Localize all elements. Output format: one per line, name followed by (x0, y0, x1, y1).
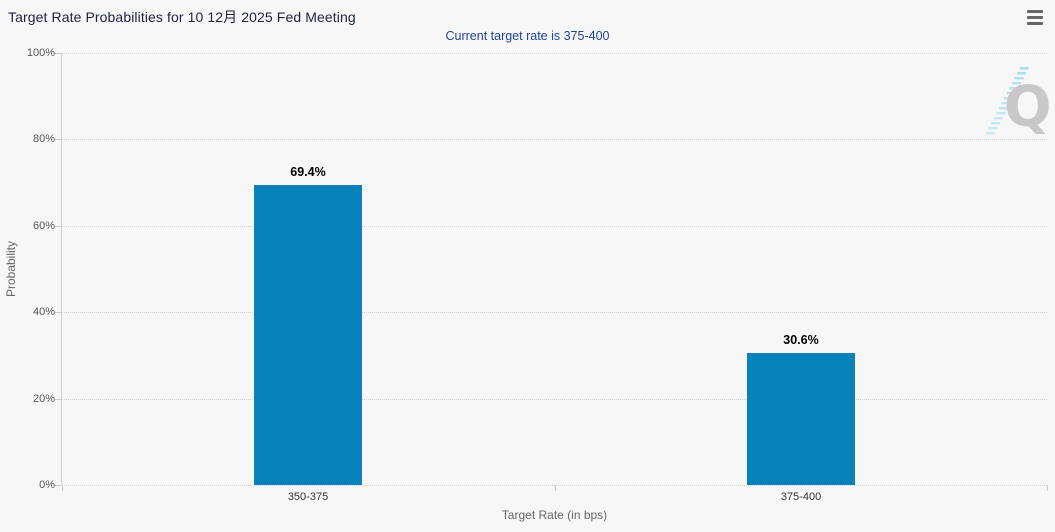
y-axis-label: 100% (26, 47, 55, 59)
bar-value-label: 69.4% (290, 165, 326, 179)
x-axis-label: 350-375 (287, 491, 329, 503)
x-axis-tick (1047, 485, 1048, 491)
y-axis-tick (55, 485, 61, 486)
y-axis-label: 80% (32, 133, 55, 145)
x-axis-tick (555, 485, 556, 491)
probability-bar[interactable] (254, 185, 362, 485)
chart-title: Target Rate Probabilities for 10 12月 202… (8, 9, 356, 25)
y-axis-tick (55, 53, 61, 54)
hamburger-menu-icon (1027, 21, 1043, 25)
y-axis-label: 60% (32, 220, 55, 232)
chart-subtitle: Current target rate is 375-400 (445, 29, 610, 43)
gridline (62, 53, 1047, 54)
context-menu-button[interactable] (1023, 6, 1047, 28)
hamburger-menu-icon (1027, 9, 1043, 13)
y-axis-tick (55, 226, 61, 227)
plot-area: 0% 20% 40% 60% 80% 100% 69.4% 350-375 30.6% 375-4… (27, 47, 1048, 503)
y-axis-label: 20% (32, 393, 55, 405)
gridline (62, 312, 1047, 313)
gridline (62, 399, 1047, 400)
probability-bar[interactable] (747, 353, 855, 485)
gridline (62, 485, 1047, 486)
gridline (62, 139, 1047, 140)
y-axis-tick (55, 312, 61, 313)
y-axis-line (61, 53, 62, 485)
y-axis-label: 40% (32, 306, 55, 318)
hamburger-menu-icon (1027, 15, 1043, 19)
x-axis-tick (62, 485, 63, 491)
gridline (62, 226, 1047, 227)
y-axis-tick (55, 139, 61, 140)
y-axis-tick (55, 399, 61, 400)
x-axis-title: Target Rate (in bps) (501, 508, 608, 522)
y-axis-title: Probability (4, 240, 18, 298)
bar-value-label: 30.6% (783, 333, 819, 347)
x-axis-label: 375-400 (780, 491, 822, 503)
y-axis-label: 0% (39, 479, 55, 491)
